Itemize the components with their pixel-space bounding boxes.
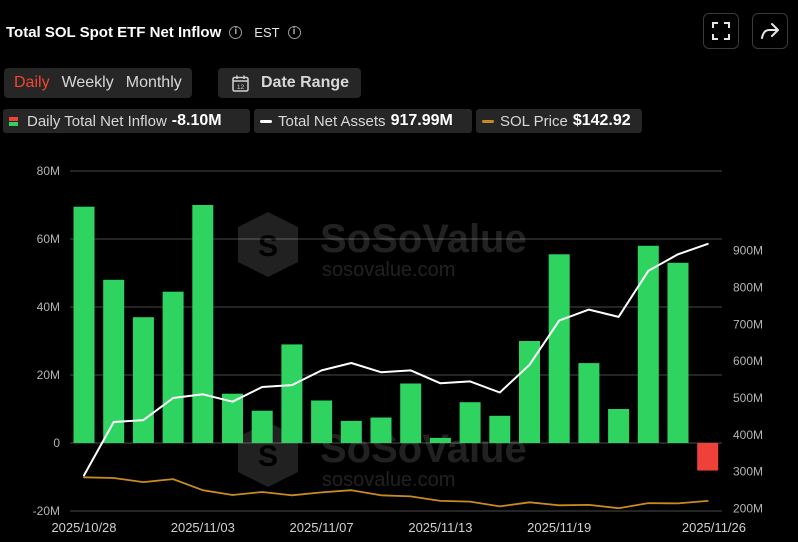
bar <box>519 341 540 443</box>
bar <box>429 437 451 443</box>
watermark-domain-bottom: sosovalue.com <box>322 469 455 491</box>
fullscreen-icon <box>712 22 730 40</box>
legend-assets[interactable]: Total Net Assets 917.99M <box>254 109 472 133</box>
bar <box>548 254 570 443</box>
legend-price[interactable]: SOL Price $142.92 <box>476 109 642 133</box>
x-tick-label: 2025/10/28 <box>51 520 116 535</box>
bar <box>400 383 422 443</box>
calendar-icon: 12 <box>232 75 249 92</box>
bar <box>608 409 630 443</box>
bar <box>459 402 481 443</box>
y-right-tick-label: 600M <box>733 354 763 368</box>
bar <box>489 415 511 443</box>
bar <box>281 344 303 443</box>
bar <box>192 205 214 443</box>
tab-weekly[interactable]: Weekly <box>61 74 114 91</box>
watermark-brand-top: SoSoValue <box>320 217 527 261</box>
share-icon <box>761 23 779 39</box>
watermark-logo-top: S <box>238 212 298 277</box>
tab-daily[interactable]: Daily <box>14 74 50 91</box>
timezone-info-icon[interactable]: i <box>287 25 301 39</box>
x-tick-label: 2025/11/07 <box>290 520 354 535</box>
x-tick-label: 2025/11/03 <box>171 520 235 535</box>
bar <box>340 420 362 443</box>
bar <box>578 363 600 443</box>
y-left-tick-label: 20M <box>37 368 60 382</box>
date-range-label: Date Range <box>261 74 350 91</box>
timezone-label: EST <box>254 24 280 40</box>
x-tick-label: 2025/11/13 <box>408 520 472 535</box>
fullscreen-button[interactable] <box>703 13 739 49</box>
y-right-tick-label: 900M <box>733 244 763 258</box>
y-left-tick-label: 60M <box>37 232 60 246</box>
lines <box>83 242 709 510</box>
y-right-tick-label: 800M <box>733 280 763 294</box>
net-assets-line <box>83 242 709 477</box>
bar <box>697 443 719 471</box>
legend-inflow-label: Daily Total Net Inflow <box>27 112 167 130</box>
legend-price-value: $142.92 <box>572 112 631 129</box>
y-right-tick-label: 400M <box>733 428 763 442</box>
bar <box>162 291 184 443</box>
title-row: Total SOL Spot ETF Net Inflow i EST i <box>6 20 301 44</box>
period-selector: Daily Weekly Monthly <box>4 68 192 98</box>
legend-assets-label: Total Net Assets <box>278 112 386 130</box>
y-left-tick-label: 40M <box>37 300 60 314</box>
y-left-tick-label: 0 <box>53 436 60 450</box>
bar <box>73 206 95 443</box>
bar <box>251 410 273 443</box>
y-right-tick-label: 700M <box>733 317 763 331</box>
bar <box>311 400 333 443</box>
calendar-day: 12 <box>237 83 245 90</box>
bar <box>637 245 659 443</box>
y-right-tick-label: 500M <box>733 391 763 405</box>
page-title: Total SOL Spot ETF Net Inflow <box>6 23 222 41</box>
x-tick-label: 2025/11/19 <box>527 520 591 535</box>
y-left-tick-label: -20M <box>33 504 60 518</box>
bar <box>132 317 154 443</box>
svg-text:S: S <box>258 230 278 263</box>
svg-text:S: S <box>258 440 278 473</box>
sol-price-line <box>83 476 709 510</box>
info-icon[interactable]: i <box>229 25 243 39</box>
bar <box>103 279 125 443</box>
inflow-swatch-icon <box>9 116 18 126</box>
tab-monthly[interactable]: Monthly <box>125 74 182 91</box>
bars <box>73 205 719 471</box>
price-line-swatch <box>482 119 494 123</box>
assets-line-swatch <box>260 119 272 123</box>
watermark: S SoSoValue sosovalue.com S SoSoValue so… <box>238 212 527 491</box>
bar <box>370 417 392 443</box>
legend-inflow[interactable]: Daily Total Net Inflow -8.10M <box>3 109 250 133</box>
axes: -20M 0 20M 40M 60M 80M 200M 300M 400M 500M 600M 700… <box>33 164 763 535</box>
y-right-tick-label: 300M <box>733 465 763 479</box>
share-button[interactable] <box>752 13 788 49</box>
legend-price-label: SOL Price <box>500 112 568 130</box>
date-range-button[interactable]: 12 Date Range <box>218 68 361 98</box>
y-right-tick-label: 200M <box>733 502 763 516</box>
legend-inflow-value: -8.10M <box>171 112 222 129</box>
bar <box>222 393 243 443</box>
bar <box>667 262 689 443</box>
watermark-domain-top: sosovalue.com <box>322 259 455 281</box>
legend-assets-value: 917.99M <box>390 112 453 129</box>
x-tick-label: 2025/11/26 <box>682 520 746 535</box>
chart: S SoSoValue sosovalue.com S SoSoValue so… <box>33 164 763 535</box>
y-left-tick-label: 80M <box>37 164 60 178</box>
